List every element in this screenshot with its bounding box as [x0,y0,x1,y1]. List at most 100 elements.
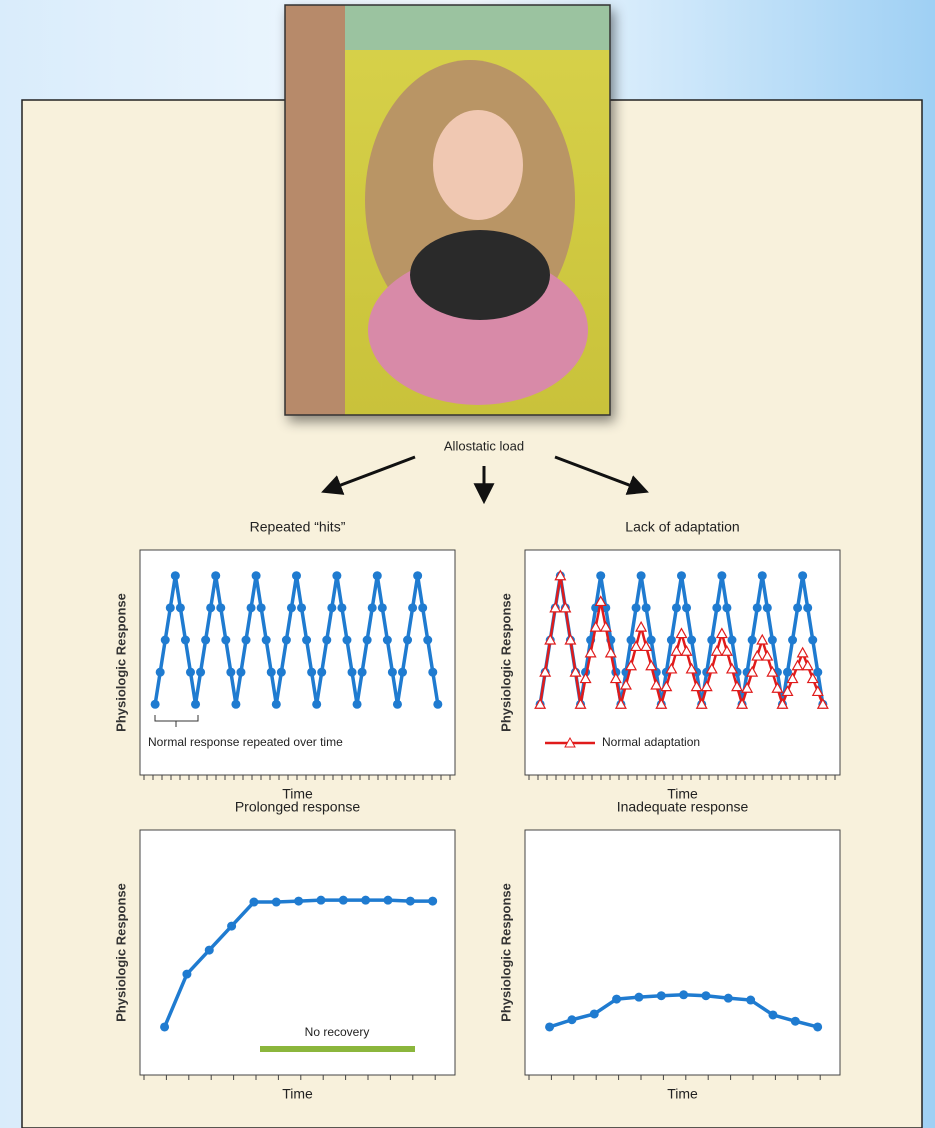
chart-title: Repeated “hits” [250,519,346,535]
point [196,668,205,677]
point [247,603,256,612]
point [612,995,621,1004]
point [327,603,336,612]
point [793,603,802,612]
point [282,636,291,645]
point [393,700,402,709]
point [798,571,807,580]
point [226,668,235,677]
point [317,668,326,677]
point [763,603,772,612]
point [236,668,245,677]
point [227,922,236,931]
point [242,636,251,645]
point [151,700,160,709]
point [166,603,175,612]
point [383,636,392,645]
point [307,668,316,677]
point [373,571,382,580]
point [768,636,777,645]
point [342,636,351,645]
plot-area [525,830,840,1075]
point [249,898,258,907]
point [758,571,767,580]
point [353,700,362,709]
chart-title: Inadequate response [617,799,749,815]
point [294,897,303,906]
x-axis-label: Time [282,1086,313,1102]
point [231,700,240,709]
point [783,668,792,677]
point [358,668,367,677]
point [701,991,710,1000]
point [724,994,733,1003]
point [160,1022,169,1031]
point [383,896,392,905]
point [634,993,643,1002]
point [423,636,432,645]
point [176,603,185,612]
point [788,636,797,645]
point [332,571,341,580]
point [768,1010,777,1019]
point [545,1022,554,1031]
point [627,636,636,645]
point [408,603,417,612]
point [596,571,605,580]
point [161,636,170,645]
point [322,636,331,645]
point [590,1009,599,1018]
point [748,636,757,645]
point [292,571,301,580]
point [677,571,686,580]
point [267,668,276,677]
point [418,603,427,612]
point [252,571,261,580]
point [337,603,346,612]
point [201,636,210,645]
point [312,700,321,709]
point [287,603,296,612]
point [182,970,191,979]
point [348,668,357,677]
chart-title: Prolonged response [235,799,361,815]
point [791,1017,800,1026]
point [316,896,325,905]
chart-title: Lack of adaptation [625,519,739,535]
point [642,603,651,612]
point [398,668,407,677]
point [667,636,676,645]
point [191,700,200,709]
point [413,571,422,580]
point [302,636,311,645]
point [378,603,387,612]
point [428,897,437,906]
point [637,571,646,580]
point [722,603,731,612]
point [257,603,266,612]
point [433,700,442,709]
point [746,996,755,1005]
y-axis-label: Physiologic Response [498,593,513,732]
point [206,603,215,612]
point [428,668,437,677]
point [406,897,415,906]
point [567,1015,576,1024]
plot-area [140,830,455,1075]
point [211,571,220,580]
point [361,896,370,905]
point [272,700,281,709]
annotation: No recovery [305,1025,370,1039]
point [403,636,412,645]
x-axis-label: Time [667,1086,698,1102]
point [682,603,691,612]
point [216,603,225,612]
point [647,636,656,645]
point [803,603,812,612]
y-axis-label: Physiologic Response [113,883,128,1022]
point [368,603,377,612]
point [712,603,721,612]
point [707,636,716,645]
annotation: Normal response repeated over time [148,735,343,749]
point [753,603,762,612]
